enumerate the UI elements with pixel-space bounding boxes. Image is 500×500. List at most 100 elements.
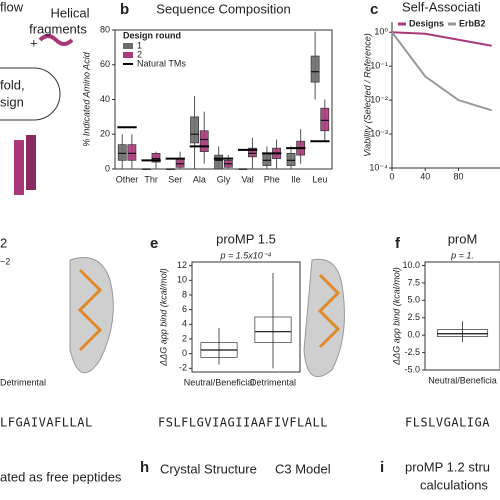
x-tick-label: Neutral/Beneficia — [428, 375, 497, 385]
box — [175, 158, 185, 168]
box — [117, 144, 127, 161]
label: fold, — [0, 77, 25, 92]
box — [214, 154, 224, 170]
box — [248, 147, 257, 158]
box — [190, 116, 199, 144]
y-tick-label: 10⁻⁴ — [369, 162, 388, 172]
y-tick-label: 20 — [100, 129, 110, 139]
x-tick-label: Leu — [312, 174, 327, 184]
x-tick-label: Ala — [193, 174, 206, 184]
box — [254, 316, 292, 344]
sequence: FLSLVGALIGA — [405, 416, 490, 430]
chart-title: proMP 1.5 — [216, 231, 276, 246]
y-tick-label: -2.5 — [404, 347, 420, 357]
y-tick-label: 60 — [100, 59, 110, 69]
y-axis-label: Viability (Selected / Reference) — [362, 33, 372, 156]
x-tick-label: Ser — [168, 174, 182, 184]
y-tick-label: 5.0 — [407, 295, 420, 305]
label: Helical — [50, 5, 89, 20]
y-tick-label: 4 — [182, 319, 187, 329]
label: + — [30, 35, 38, 50]
x-tick-label: 40 — [420, 171, 430, 181]
y-tick-label: 6 — [182, 304, 187, 314]
y-axis-label: ΔΔG app bind (kcal/mol) — [158, 268, 168, 367]
label: ated as free peptides — [0, 469, 122, 484]
y-tick-label: 7.5 — [407, 277, 420, 287]
y-tick-label: 0 — [182, 348, 187, 358]
box — [286, 153, 296, 166]
label: C3 Model — [275, 461, 331, 476]
legend-label: 1 — [137, 40, 142, 50]
y-tick-label: 12 — [177, 260, 187, 270]
label: proMP 1.2 stru — [405, 459, 490, 474]
y-tick-label: -5.0 — [404, 364, 420, 374]
sequence: LFGAIVAFLLAL — [0, 416, 93, 430]
y-tick-label: 10 — [177, 275, 187, 285]
y-tick-label: 10⁻³ — [370, 128, 388, 138]
legend-label: Designs — [409, 18, 444, 28]
label: sign — [0, 94, 24, 109]
surface — [303, 258, 345, 378]
panel-label: i — [380, 459, 384, 476]
helix — [77, 268, 103, 352]
y-tick-label: 8 — [182, 289, 187, 299]
line — [391, 31, 492, 47]
y-tick-label: 2.5 — [407, 312, 420, 322]
decor — [0, 34, 345, 378]
y-tick-label: 0 — [105, 163, 110, 173]
y-tick-label: 10⁻¹ — [370, 61, 388, 71]
box — [127, 144, 137, 161]
chart-title: Self-Associati — [402, 0, 481, 14]
sequence: FSLFLGVIAGIIAAFIVFLALL — [158, 416, 328, 430]
y-tick-label: -2 — [179, 363, 187, 373]
plot-frame — [191, 261, 301, 373]
legend-label: Natural TMs — [137, 58, 186, 68]
x-tick-label: Thr — [144, 174, 158, 184]
y-tick-label: 40 — [100, 94, 110, 104]
x-tick-label: Gly — [217, 174, 231, 184]
label: fragments — [29, 21, 87, 36]
y-tick-label: 0.0 — [407, 330, 420, 340]
helix-cylinder — [26, 135, 36, 190]
x-tick-label: Other — [116, 174, 139, 184]
x-tick-label: Val — [241, 174, 253, 184]
helix — [317, 273, 341, 349]
box — [310, 55, 320, 83]
y-axis-label: ΔΔG app bind (kcal/mol) — [391, 267, 401, 366]
box — [262, 153, 272, 166]
annotation: p = 1. — [450, 250, 474, 260]
panel-label: b — [120, 1, 129, 18]
line — [391, 31, 492, 112]
legend-swatch — [123, 52, 133, 58]
label: flow — [0, 0, 24, 14]
y-tick-label: 10.0 — [402, 260, 420, 270]
annotation: p = 1.5x10⁻⁴ — [220, 250, 272, 260]
panel-label: f — [395, 235, 401, 252]
legend-title: Design round — [123, 30, 181, 40]
legend-label: 2 — [137, 49, 142, 59]
plot-frame — [424, 261, 500, 371]
label: −2 — [0, 256, 10, 266]
design-oval — [0, 67, 61, 121]
panel-label: e — [150, 235, 158, 252]
label: 2 — [0, 235, 7, 250]
chart-title: proM — [448, 231, 478, 246]
y-tick-label: 10⁻² — [370, 94, 388, 104]
x-tick-label: Ile — [291, 174, 301, 184]
helix-cylinder — [14, 140, 24, 195]
x-tick-label: 0 — [389, 171, 394, 181]
x-tick-label: Detrimental — [250, 377, 296, 387]
panel-label: c — [370, 1, 378, 18]
x-tick-label: 80 — [453, 171, 463, 181]
surface — [69, 257, 114, 374]
label: Detrimental — [0, 377, 46, 387]
label: Crystal Structure — [160, 461, 257, 476]
panel-label: h — [140, 459, 149, 476]
legend-label: ErbB2 — [459, 18, 486, 28]
chart-title: Sequence Composition — [156, 1, 290, 16]
x-tick-label: Phe — [264, 174, 280, 184]
y-tick-label: 80 — [100, 24, 110, 34]
y-tick-label: 2 — [182, 333, 187, 343]
box — [436, 329, 489, 337]
label: calculations — [420, 477, 488, 492]
